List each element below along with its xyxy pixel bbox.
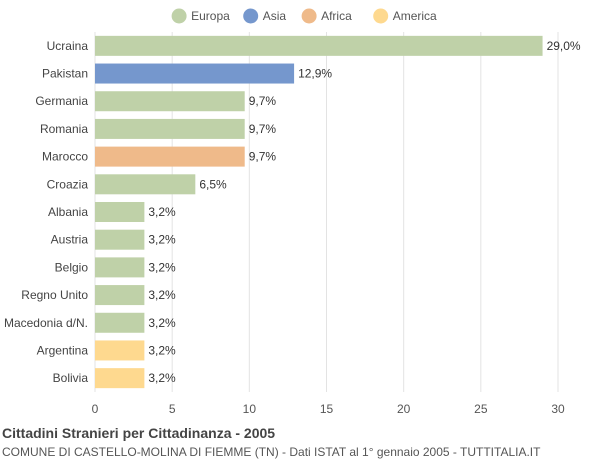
category-label-croazia: Croazia bbox=[47, 177, 89, 191]
bar-marocco bbox=[95, 146, 245, 167]
category-label-albania: Albania bbox=[48, 205, 88, 219]
value-label-albania: 3,2% bbox=[148, 205, 176, 219]
value-label-pakistan: 12,9% bbox=[298, 67, 332, 81]
value-labels: 29,0% 12,9% 9,7% 9,7% 9,7% 6,5% 3,2% 3,2% 3,2% 3,… bbox=[148, 39, 581, 385]
legend-marker-europa bbox=[171, 8, 187, 24]
tick-label-20: 20 bbox=[397, 402, 411, 416]
category-label-marocco: Marocco bbox=[42, 150, 88, 164]
value-label-austria: 3,2% bbox=[148, 233, 176, 247]
value-label-argentina: 3,2% bbox=[148, 343, 176, 357]
tick-label-5: 5 bbox=[169, 402, 176, 416]
legend-marker-africa bbox=[301, 8, 317, 24]
tick-label-25: 25 bbox=[474, 402, 488, 416]
category-label-argentina: Argentina bbox=[37, 343, 89, 357]
tick-label-0: 0 bbox=[92, 402, 99, 416]
category-label-romania: Romania bbox=[40, 122, 88, 136]
chart-subtitle: COMUNE DI CASTELLO-MOLINA DI FIEMME (TN)… bbox=[2, 445, 541, 459]
category-label-bolivia: Bolivia bbox=[53, 371, 89, 385]
value-label-bolivia: 3,2% bbox=[148, 371, 176, 385]
chart-title: Cittadini Stranieri per Cittadinanza - 2… bbox=[2, 425, 276, 441]
bar-bolivia bbox=[95, 368, 145, 389]
value-label-regno-unito: 3,2% bbox=[148, 288, 176, 302]
value-label-belgio: 3,2% bbox=[148, 260, 176, 274]
tick-label-30: 30 bbox=[551, 402, 565, 416]
category-label-macedonia-d-n: Macedonia d/N. bbox=[4, 316, 88, 330]
value-label-macedonia-d-n: 3,2% bbox=[148, 316, 176, 330]
legend-label-asia: Asia bbox=[263, 9, 287, 23]
bar-germania bbox=[95, 91, 245, 112]
x-axis-ticks: 0 5 10 15 20 25 30 bbox=[92, 402, 565, 416]
bar-romania bbox=[95, 118, 245, 139]
bar-regno-unito bbox=[95, 285, 145, 306]
value-label-germania: 9,7% bbox=[249, 94, 277, 108]
bar-macedonia-d-n bbox=[95, 312, 145, 333]
legend-marker-asia bbox=[243, 8, 259, 24]
value-label-ucraina: 29,0% bbox=[547, 39, 581, 53]
category-label-regno-unito: Regno Unito bbox=[21, 288, 88, 302]
category-labels: Ucraina Pakistan Germania Romania Marocco Cro… bbox=[4, 39, 88, 385]
tick-label-10: 10 bbox=[243, 402, 257, 416]
bar-argentina bbox=[95, 340, 145, 361]
bar-croazia bbox=[95, 174, 196, 195]
bars bbox=[95, 35, 543, 389]
value-label-marocco: 9,7% bbox=[249, 150, 277, 164]
legend-label-africa: Africa bbox=[321, 9, 352, 23]
category-label-germania: Germania bbox=[35, 94, 88, 108]
legend-label-europa: Europa bbox=[191, 9, 230, 23]
bar-austria bbox=[95, 229, 145, 250]
legend-label-america: America bbox=[393, 9, 437, 23]
category-label-ucraina: Ucraina bbox=[47, 39, 89, 53]
legend-marker-america bbox=[373, 8, 389, 24]
value-label-croazia: 6,5% bbox=[199, 177, 227, 191]
bar-ucraina bbox=[95, 35, 543, 56]
bar-belgio bbox=[95, 257, 145, 278]
value-label-romania: 9,7% bbox=[249, 122, 277, 136]
category-label-austria: Austria bbox=[51, 233, 89, 247]
category-label-pakistan: Pakistan bbox=[42, 67, 88, 81]
bar-albania bbox=[95, 202, 145, 222]
category-label-belgio: Belgio bbox=[55, 260, 89, 274]
tick-label-15: 15 bbox=[320, 402, 334, 416]
bar-pakistan bbox=[95, 63, 295, 84]
legend: Europa Asia Africa America bbox=[171, 8, 437, 24]
